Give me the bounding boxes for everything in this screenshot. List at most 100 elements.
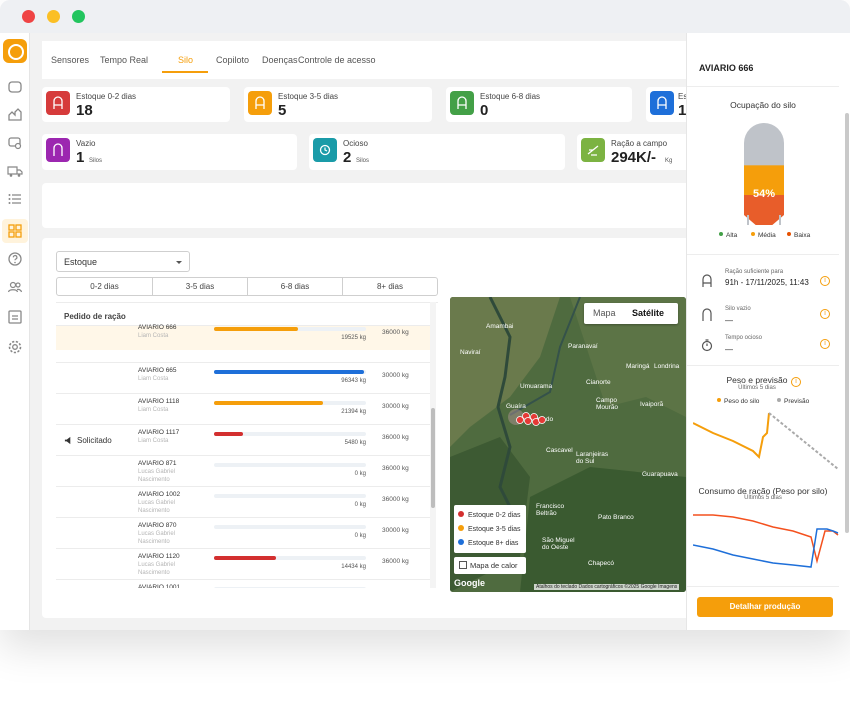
map-legend: Estoque 0-2 dias Estoque 3-5 dias Estoqu… [454,505,526,553]
silo-name: AVIARIO 1120 [138,553,180,560]
silo-capacity: 30000 kg [382,527,409,534]
stock-amount: 0 kg [354,471,366,477]
silo-name: AVIARIO 1118 [138,398,180,405]
stock-card-8-plus[interactable]: Es 1 [646,87,687,122]
city-label: Ivaiporã [640,401,664,408]
settings-gear-icon[interactable] [7,339,23,355]
info-icon[interactable]: i [820,339,830,349]
satellite-view-button[interactable]: Satélite [632,308,665,318]
map-view-button[interactable]: Mapa [593,308,616,318]
table-scrollbar[interactable] [430,302,436,588]
stock-card-6-8[interactable]: Estoque 6-8 dias 0 [446,87,632,122]
owner-name: Lucas Gabriel Nascimento [138,469,176,483]
truck-icon[interactable] [7,163,23,179]
table-row[interactable]: AVIARIO 666 Liam Costa 19525 kg 36000 kg [56,324,432,350]
range-8-plus[interactable]: 8+ dias [376,282,404,291]
scroll-thumb[interactable] [431,408,435,508]
level-label: Média [758,232,776,239]
silo-markers[interactable] [514,409,554,429]
range-6-8[interactable]: 6-8 dias [248,278,343,295]
tab-controle-de-acesso[interactable]: Controle de acesso [298,55,376,65]
help-icon[interactable] [7,251,23,267]
detail-production-button[interactable]: Detalhar produção [697,597,833,617]
stock-bar [214,370,366,374]
stock-filter-select[interactable]: Estoque [56,251,190,272]
table-row[interactable]: AVIARIO 1118 Liam Costa 21394 kg 30000 kg [56,393,432,423]
legend-dot [751,232,755,236]
stock-amount: 5480 kg [344,440,366,446]
heatmap-toggle[interactable]: Mapa de calor [454,557,526,574]
info-icon[interactable]: i [820,276,830,286]
range-0-2[interactable]: 0-2 dias [57,278,153,295]
status-card-racao-a-campo[interactable]: Ração a campo 294K/- Kg [577,134,686,170]
minimize-window-button[interactable] [47,10,60,23]
legend-label: Peso do silo [724,398,760,405]
legend-item: Estoque 0-2 dias [458,511,521,519]
title-bar [0,0,850,33]
search-chat-icon[interactable] [7,135,23,151]
silo-capacity: 36000 kg [382,465,409,472]
stock-amount: 19525 kg [341,335,366,341]
idle-value: — [725,345,733,354]
silo-name: AVIARIO 1117 [138,429,180,436]
tab-copiloto[interactable]: Copiloto [216,55,250,65]
heatmap-checkbox[interactable] [459,561,467,569]
empty-label: Silo vazio [725,306,751,312]
table-row[interactable]: Solicitado AVIARIO 1117 Liam Costa 5480 kg 3… [56,424,432,454]
silo-name: AVIARIO 666 [699,63,754,73]
status-card-vazio[interactable]: Vazio 1 Silos [42,134,297,170]
owner-name: Lucas Gabriel Nascimento [138,531,176,545]
table-header: Pedido de ração [64,312,126,321]
table-row[interactable]: AVIARIO 665 Liam Costa 96343 kg 30000 kg [56,362,432,392]
owner-name: Liam Costa [138,376,169,382]
google-logo: Google [454,578,485,588]
range-3-5[interactable]: 3-5 dias [153,278,248,295]
info-icon[interactable]: i [791,377,801,387]
stock-bar [214,587,366,588]
table-row[interactable]: AVIARIO 870 Lucas Gabriel Nascimento 0 kg 3… [56,517,432,547]
empty-silo-icon [702,308,712,321]
tab-sensores[interactable]: Sensores [51,55,90,65]
app-window: Sensores Tempo Real Silo Copiloto Doença… [0,0,850,630]
card-unit: Silos [356,158,370,164]
panel-scrollbar[interactable] [845,113,849,533]
app-logo[interactable] [3,39,27,63]
users-icon[interactable] [7,279,23,295]
table-row[interactable]: AVIARIO 1120 Lucas Gabriel Nascimento 1443… [56,548,432,578]
map-attribution[interactable]: Atalhos do teclado Dados cartográficos ©… [534,584,680,590]
city-label: Umuarama [520,383,553,390]
card-title: Ração a campo [611,139,668,148]
sidebar-active-indicator [2,219,28,243]
grid-icon[interactable] [7,223,23,239]
consumption-blue-line [693,528,839,568]
stock-bar-fill [214,432,243,436]
city-label: São Miguel do Oeste [542,537,575,551]
stock-card-0-2[interactable]: Estoque 0-2 dias 18 [42,87,230,122]
close-window-button[interactable] [22,10,35,23]
satellite-map[interactable]: Amambai Naviraí Paranavaí Umuarama Marin… [450,297,686,592]
table-row[interactable]: AVIARIO 1002 Lucas Gabriel Nascimento 0 kg… [56,486,432,516]
megaphone-icon [64,436,71,445]
empty-value: — [725,316,733,325]
map-type-toggle: Mapa Satélite [584,303,678,324]
dashboard-icon[interactable] [7,79,23,95]
owner-name: Lucas Gabriel Nascimento [138,500,176,514]
card-value: 1 [678,102,687,119]
range-segmented-control: 0-2 dias 3-5 dias 6-8 dias 8+ dias [56,277,438,296]
maximize-window-button[interactable] [72,10,85,23]
stock-card-3-5[interactable]: Estoque 3-5 dias 5 [244,87,432,122]
tab-tempo-real[interactable]: Tempo Real [100,55,149,65]
status-card-ocioso[interactable]: Ocioso 2 Silos [309,134,565,170]
barn-icon[interactable] [7,107,23,123]
table-row[interactable]: AVIARIO 871 Lucas Gabriel Nascimento 0 kg 3… [56,455,432,485]
legend-label: Estoque 8+ dias [468,540,519,547]
tab-silo[interactable]: Silo [178,55,194,65]
stock-amount: 96343 kg [341,378,366,384]
list-icon[interactable] [7,191,23,207]
report-icon[interactable] [7,309,23,325]
info-icon[interactable]: i [820,309,830,319]
tab-doencas[interactable]: Doenças [262,55,298,65]
sidebar [0,33,30,630]
card-value: 294K/- [611,149,657,166]
